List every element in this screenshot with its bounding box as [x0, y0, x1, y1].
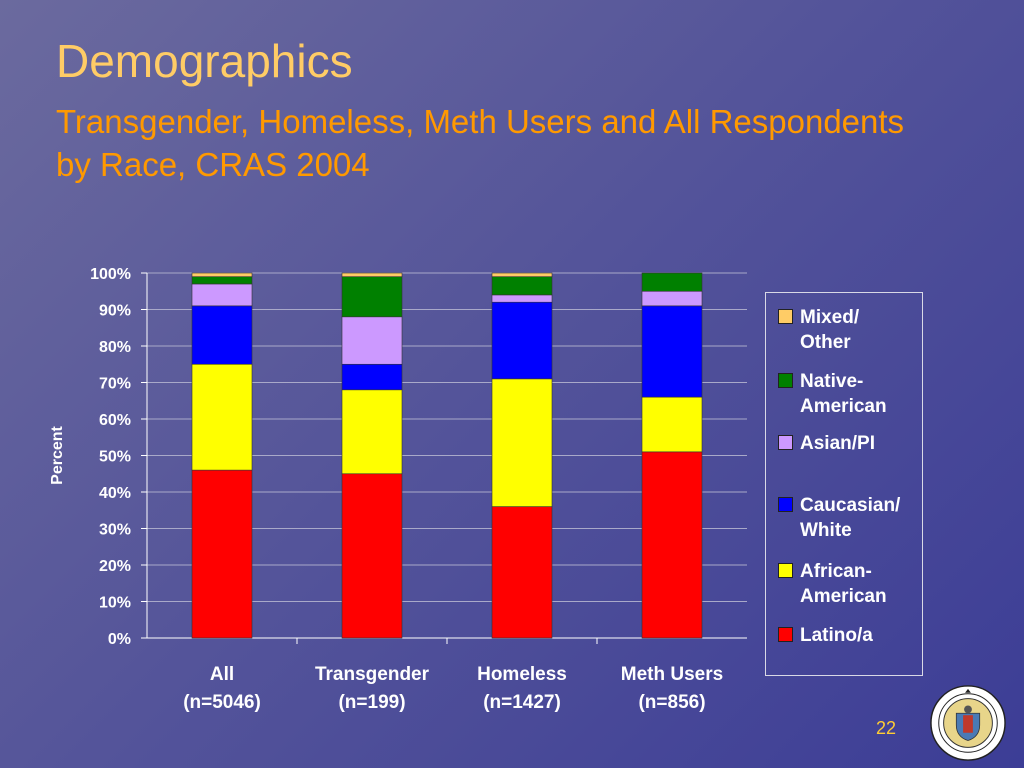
- bar-segment: [491, 301, 553, 380]
- y-tick-label: 0%: [108, 631, 131, 648]
- x-category-count: (n=199): [338, 692, 405, 713]
- x-category-label: All: [210, 664, 234, 685]
- x-category-count: (n=856): [638, 692, 705, 713]
- y-tick-label: 50%: [99, 449, 131, 466]
- legend-label: Mixed/ Other: [800, 307, 860, 353]
- bar-segment: [641, 305, 703, 398]
- bar-segment: [341, 276, 403, 318]
- x-category-count: (n=5046): [183, 692, 261, 713]
- y-tick-label: 40%: [99, 485, 131, 502]
- bar-segment: [191, 305, 253, 365]
- bar-segment: [341, 363, 403, 391]
- bar-segment: [341, 316, 403, 365]
- legend-item: Caucasian/ White: [778, 493, 900, 543]
- bar-segment: [191, 276, 253, 285]
- y-tick-label: 20%: [99, 558, 131, 575]
- legend-swatch: [778, 627, 793, 642]
- x-category-count: (n=1427): [483, 692, 561, 713]
- legend-item: Asian/PI: [778, 431, 875, 456]
- y-axis-label: Percent: [49, 425, 66, 484]
- bar-segment: [191, 363, 253, 471]
- bar-segment: [341, 389, 403, 475]
- slide-subtitle: Transgender, Homeless, Meth Users and Al…: [56, 103, 905, 183]
- bar-segment: [641, 451, 703, 639]
- legend-label: Latino/a: [800, 625, 873, 646]
- y-tick-label: 70%: [99, 376, 131, 393]
- page-number: 22: [876, 718, 897, 738]
- legend-item: Latino/a: [778, 623, 873, 648]
- bar-segment: [491, 272, 553, 277]
- y-tick-label: 60%: [99, 412, 131, 429]
- bar-segment: [491, 294, 553, 303]
- bar-segment: [191, 272, 253, 277]
- y-tick-label: 100%: [90, 266, 131, 283]
- bar-segment: [641, 396, 703, 453]
- slide-title: Demographics: [56, 35, 353, 87]
- bar-segment: [641, 290, 703, 307]
- x-category-label: Meth Users: [621, 664, 723, 685]
- bar-segment: [341, 272, 403, 277]
- bar-segment: [341, 473, 403, 639]
- legend-swatch: [778, 563, 793, 578]
- legend-item: Mixed/ Other: [778, 305, 859, 355]
- bar-segment: [491, 276, 553, 296]
- legend-label: Caucasian/ White: [800, 495, 901, 541]
- y-tick-label: 10%: [99, 595, 131, 612]
- legend-swatch: [778, 435, 793, 450]
- bar-segment: [191, 469, 253, 639]
- bar-segment: [491, 378, 553, 507]
- legend-swatch: [778, 373, 793, 388]
- x-category-label: Transgender: [315, 664, 430, 685]
- legend-swatch: [778, 309, 793, 324]
- bar-segment: [641, 272, 703, 292]
- county-seal-logo: [930, 685, 1006, 761]
- y-tick-label: 30%: [99, 522, 131, 539]
- legend-item: African- American: [778, 559, 887, 609]
- legend-label: African- American: [800, 561, 887, 607]
- y-tick-label: 90%: [99, 303, 131, 320]
- y-tick-label: 80%: [99, 339, 131, 356]
- x-category-label: Homeless: [477, 664, 567, 685]
- legend-swatch: [778, 497, 793, 512]
- chart-legend: Mixed/ Other Native- American Asian/PI Cauc…: [765, 292, 923, 676]
- legend-label: Asian/PI: [800, 433, 875, 454]
- legend-label: Native- American: [800, 371, 887, 417]
- legend-item: Native- American: [778, 369, 887, 419]
- bar-segment: [491, 506, 553, 639]
- bar-segment: [191, 283, 253, 307]
